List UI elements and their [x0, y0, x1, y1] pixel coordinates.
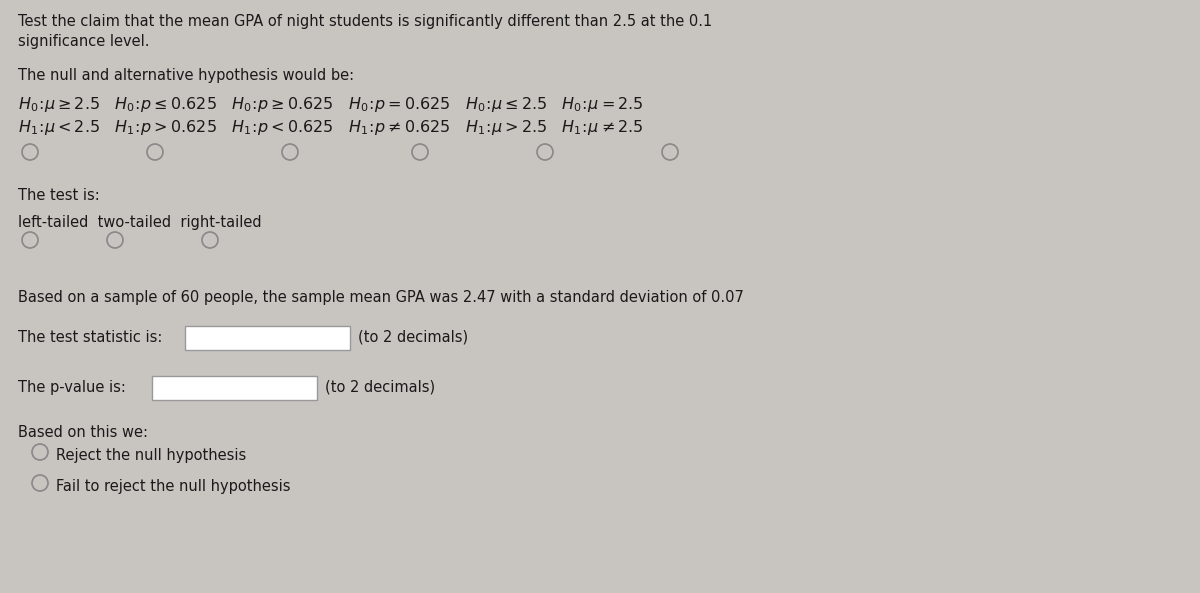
- FancyBboxPatch shape: [152, 376, 317, 400]
- Text: The p-value is:: The p-value is:: [18, 380, 126, 395]
- Text: Test the claim that the mean GPA of night students is significantly different th: Test the claim that the mean GPA of nigh…: [18, 14, 713, 29]
- Text: The test is:: The test is:: [18, 188, 100, 203]
- Text: (to 2 decimals): (to 2 decimals): [325, 380, 436, 395]
- Text: Fail to reject the null hypothesis: Fail to reject the null hypothesis: [56, 479, 290, 494]
- Text: (to 2 decimals): (to 2 decimals): [358, 330, 468, 345]
- FancyBboxPatch shape: [185, 326, 350, 350]
- Text: The test statistic is:: The test statistic is:: [18, 330, 162, 345]
- Text: Based on a sample of 60 people, the sample mean GPA was 2.47 with a standard dev: Based on a sample of 60 people, the samp…: [18, 290, 744, 305]
- Text: left-tailed  two-tailed  right-tailed: left-tailed two-tailed right-tailed: [18, 215, 262, 230]
- Text: Reject the null hypothesis: Reject the null hypothesis: [56, 448, 246, 463]
- Text: The null and alternative hypothesis would be:: The null and alternative hypothesis woul…: [18, 68, 354, 83]
- Text: $H_1\!:\!\mu < 2.5$   $H_1\!:\!p > 0.625$   $H_1\!:\!p < 0.625$   $H_1\!:\!p \ne: $H_1\!:\!\mu < 2.5$ $H_1\!:\!p > 0.625$ …: [18, 118, 643, 137]
- Text: $H_0\!:\!\mu \geq 2.5$   $H_0\!:\!p \leq 0.625$   $H_0\!:\!p \geq 0.625$   $H_0\: $H_0\!:\!\mu \geq 2.5$ $H_0\!:\!p \leq 0…: [18, 95, 643, 114]
- Text: Based on this we:: Based on this we:: [18, 425, 148, 440]
- Text: significance level.: significance level.: [18, 34, 150, 49]
